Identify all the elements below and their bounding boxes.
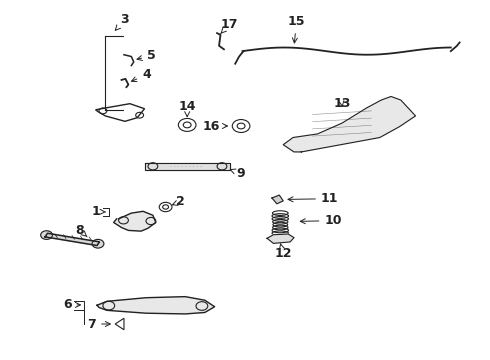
Polygon shape	[114, 211, 156, 231]
Polygon shape	[283, 96, 416, 152]
Polygon shape	[45, 233, 99, 246]
Text: - - - - - - - - -: - - - - - - - - -	[170, 164, 202, 169]
Text: 16: 16	[202, 120, 227, 132]
Text: 9: 9	[230, 167, 245, 180]
Text: 12: 12	[274, 244, 292, 260]
Polygon shape	[145, 163, 230, 170]
Polygon shape	[272, 195, 283, 204]
Text: 8: 8	[75, 224, 87, 237]
Polygon shape	[267, 234, 294, 243]
Text: 10: 10	[300, 214, 342, 227]
Text: 13: 13	[333, 97, 350, 110]
Text: 5: 5	[137, 49, 156, 62]
Circle shape	[41, 231, 52, 239]
Text: 15: 15	[288, 15, 305, 43]
Text: 2: 2	[172, 195, 185, 208]
Text: 4: 4	[131, 68, 151, 82]
Polygon shape	[97, 297, 215, 314]
Text: 11: 11	[288, 192, 339, 205]
Circle shape	[92, 239, 104, 248]
Text: 1: 1	[91, 205, 105, 218]
Text: 17: 17	[220, 18, 238, 34]
Text: 3: 3	[115, 13, 129, 30]
Text: 6: 6	[63, 298, 80, 311]
Text: 14: 14	[178, 100, 196, 117]
Text: 7: 7	[87, 318, 110, 330]
